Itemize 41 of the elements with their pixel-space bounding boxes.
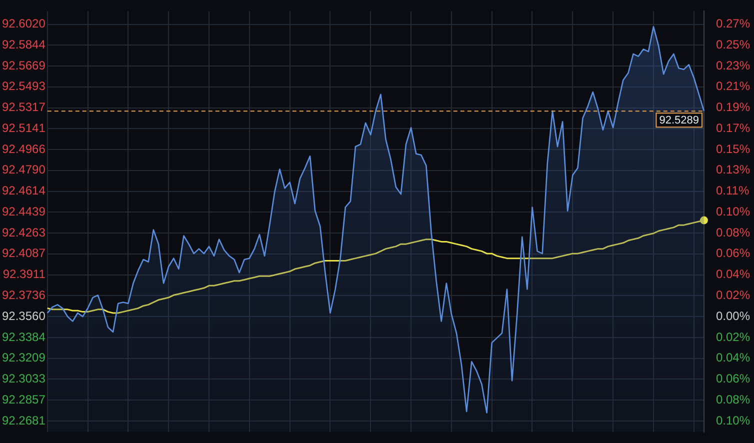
y-tick-label: 92.4614 <box>2 184 46 198</box>
y-tick-label: 92.3209 <box>2 350 46 365</box>
y-tick-label: 92.4087 <box>2 246 46 260</box>
y2-tick-label: 0.08% <box>716 392 750 406</box>
y2-tick-label: 0.06% <box>716 246 750 260</box>
y-tick-label: 92.5317 <box>2 100 46 114</box>
y2-tick-label: 0.19% <box>716 100 750 114</box>
y2-tick-label: 0.27% <box>716 16 750 31</box>
y-tick-label: 92.5141 <box>2 121 46 136</box>
y-tick-label: 92.3033 <box>2 371 46 386</box>
y2-tick-label: 0.04% <box>716 350 750 365</box>
y2-tick-label: 0.04% <box>716 267 750 282</box>
y-tick-label: 92.2857 <box>2 392 46 406</box>
y2-tick-label: 0.11% <box>716 184 750 198</box>
y2-tick-label: 0.25% <box>716 38 750 52</box>
y2-tick-label: 0.10% <box>716 413 750 428</box>
y-tick-label: 92.5493 <box>2 79 46 94</box>
y2-tick-label: 0.08% <box>716 225 750 240</box>
y-tick-label: 92.3560 <box>2 308 46 323</box>
y-tick-label: 92.4439 <box>2 204 46 218</box>
y2-tick-label: 0.17% <box>716 121 750 136</box>
y-tick-label: 92.2681 <box>2 413 46 428</box>
y-tick-label: 92.3736 <box>2 288 46 302</box>
y2-tick-label: 0.02% <box>716 288 750 302</box>
y2-tick-label: 0.15% <box>716 142 750 156</box>
y-tick-label: 92.3384 <box>2 330 46 344</box>
ref-line-label: 92.5289 <box>659 114 699 127</box>
y2-tick-label: 0.02% <box>716 330 750 344</box>
y2-tick-label: 0.06% <box>716 372 750 386</box>
y2-tick-label: 0.10% <box>716 204 750 218</box>
y2-tick-label: 0.21% <box>716 79 750 94</box>
y-tick-label: 92.5669 <box>2 58 46 72</box>
y2-tick-label: 0.00% <box>716 308 750 323</box>
y-tick-label: 92.3911 <box>2 267 46 282</box>
y-tick-label: 92.4966 <box>2 142 46 156</box>
y2-tick-label: 0.23% <box>716 58 750 72</box>
y-tick-label: 92.4263 <box>2 225 46 240</box>
y-tick-label: 92.5844 <box>2 37 46 52</box>
y-tick-label: 92.6020 <box>2 16 46 31</box>
y-tick-label: 92.4790 <box>2 162 46 177</box>
y2-tick-label: 0.13% <box>716 162 750 177</box>
